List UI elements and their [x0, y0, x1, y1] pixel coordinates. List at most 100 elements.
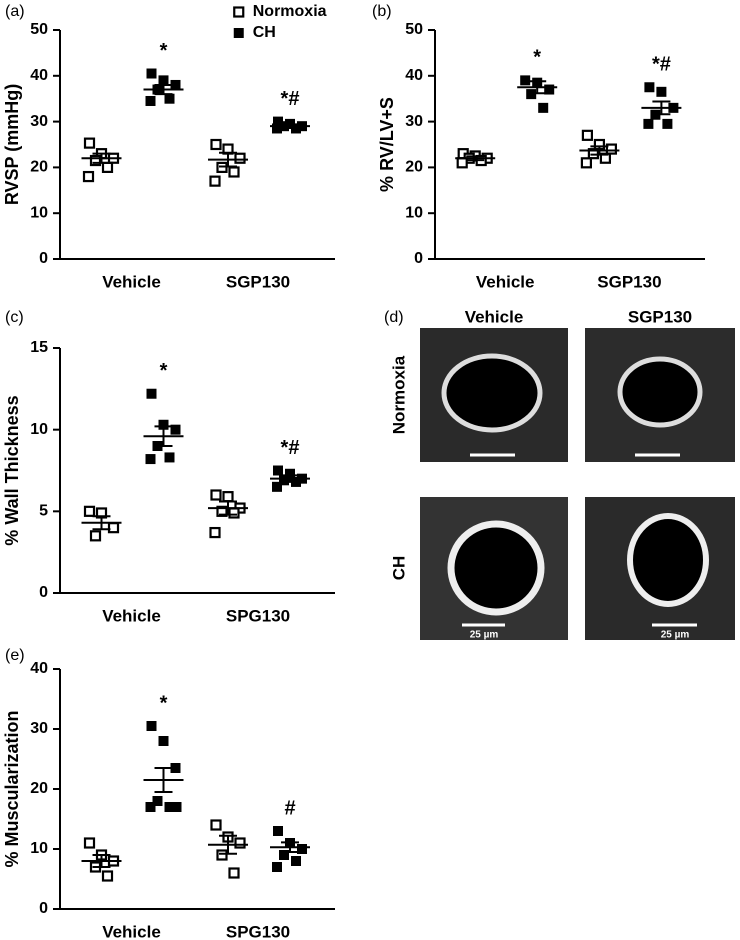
y-axis-label: % Wall Thickness — [2, 395, 22, 545]
annotation: * — [160, 360, 168, 382]
data-point — [216, 849, 228, 861]
data-point — [83, 837, 96, 849]
y-tick-label: 20 — [405, 159, 423, 176]
panel-label: (e) — [5, 647, 25, 664]
annotation: *# — [281, 437, 300, 459]
data-point — [291, 856, 301, 866]
y-tick-label: 30 — [405, 113, 423, 130]
annotation: # — [284, 797, 295, 819]
data-point — [107, 522, 120, 534]
data-point — [581, 129, 594, 141]
y-tick-label: 0 — [39, 250, 48, 267]
data-point — [273, 826, 283, 836]
y-tick-label: 10 — [405, 204, 423, 221]
x-tick-label: SGP130 — [226, 272, 290, 291]
micrograph: 25 µm — [585, 497, 735, 641]
data-point — [272, 862, 282, 872]
data-point — [101, 161, 114, 173]
legend-label: Normoxia — [253, 3, 327, 20]
y-tick-label: 0 — [39, 584, 48, 601]
data-point — [297, 844, 307, 854]
data-point — [89, 154, 102, 167]
y-tick-label: 50 — [405, 21, 423, 38]
data-point — [656, 86, 667, 97]
data-point — [643, 118, 654, 129]
data-point — [210, 819, 222, 831]
legend-marker — [233, 6, 245, 18]
y-tick-label: 0 — [39, 900, 48, 917]
chart: (c) 0 5 10 15 % Wall Thickness Vehicle SPG130 * *… — [2, 309, 335, 625]
y-tick-label: 10 — [30, 421, 48, 438]
data-point — [279, 850, 289, 860]
data-point — [228, 867, 240, 879]
x-tick-label: SPG130 — [226, 606, 290, 625]
y-tick-label: 5 — [39, 503, 48, 520]
data-point — [222, 491, 234, 503]
data-point — [456, 157, 468, 169]
legend-label: CH — [253, 24, 276, 41]
y-axis-label: RVSP (mmHg) — [2, 84, 22, 205]
annotation: *# — [281, 88, 300, 110]
y-tick-label: 50 — [30, 21, 48, 38]
data-point — [83, 137, 96, 149]
row-label: CH — [389, 556, 408, 581]
data-point — [234, 837, 246, 849]
data-point — [228, 507, 240, 519]
data-point — [580, 157, 593, 169]
data-point — [644, 82, 655, 93]
micrograph: 25 µm — [420, 328, 568, 473]
data-point — [164, 452, 175, 463]
data-point — [544, 84, 555, 95]
y-tick-label: 0 — [414, 250, 423, 267]
scale-label: 25 µm — [478, 462, 507, 473]
x-tick-label: SPG130 — [226, 922, 290, 940]
y-axis-label: % RV/LV+S — [377, 97, 397, 192]
data-point — [145, 95, 156, 106]
data-point — [158, 75, 169, 86]
data-point — [210, 138, 222, 151]
chart: (e) 0 10 20 30 40 % Muscularization Vehicle SPG1… — [2, 647, 335, 940]
data-point — [234, 152, 246, 164]
data-point — [171, 802, 182, 812]
data-point — [538, 102, 549, 113]
data-point — [209, 526, 221, 539]
y-tick-label: 40 — [405, 67, 423, 84]
panel-label: (b) — [372, 3, 392, 20]
panel-label: (a) — [5, 3, 25, 20]
scale-label: 25 µm — [470, 630, 499, 641]
scale-label: 25 µm — [661, 630, 690, 641]
data-point — [272, 481, 282, 492]
chart: (a) 0 10 20 30 40 50 RVSP (mmHg) Vehicle SGP130 * *… — [2, 3, 335, 291]
data-point — [164, 93, 175, 104]
x-tick-label: Vehicle — [102, 272, 161, 291]
micrograph: 25 µm — [585, 328, 735, 473]
x-tick-label: Vehicle — [102, 922, 161, 940]
x-tick-label: SGP130 — [597, 272, 661, 291]
chart: (b) 0 10 20 30 40 50 % RV/LV+S Vehicle SGP130 * *# — [372, 3, 705, 291]
data-point — [152, 796, 163, 806]
column-header: Vehicle — [465, 307, 524, 326]
data-point — [101, 870, 114, 882]
data-point — [209, 175, 221, 187]
data-point — [82, 170, 95, 183]
data-point — [146, 68, 157, 79]
column-header: SGP130 — [628, 307, 692, 326]
y-tick-label: 30 — [30, 113, 48, 130]
y-tick-label: 30 — [30, 720, 48, 737]
data-point — [216, 505, 228, 517]
panel-label: (d) — [384, 309, 404, 326]
data-point — [662, 118, 673, 129]
x-tick-label: Vehicle — [476, 272, 535, 291]
y-axis-label: % Muscularization — [2, 710, 22, 867]
data-point — [228, 166, 240, 178]
micrograph: 25 µm — [420, 497, 568, 641]
data-point — [158, 736, 169, 746]
data-point — [170, 424, 181, 435]
annotation: *# — [652, 54, 671, 76]
annotation: * — [160, 40, 168, 62]
y-tick-label: 10 — [30, 204, 48, 221]
data-point — [146, 721, 157, 731]
data-point — [145, 454, 156, 465]
annotation: * — [160, 692, 168, 714]
